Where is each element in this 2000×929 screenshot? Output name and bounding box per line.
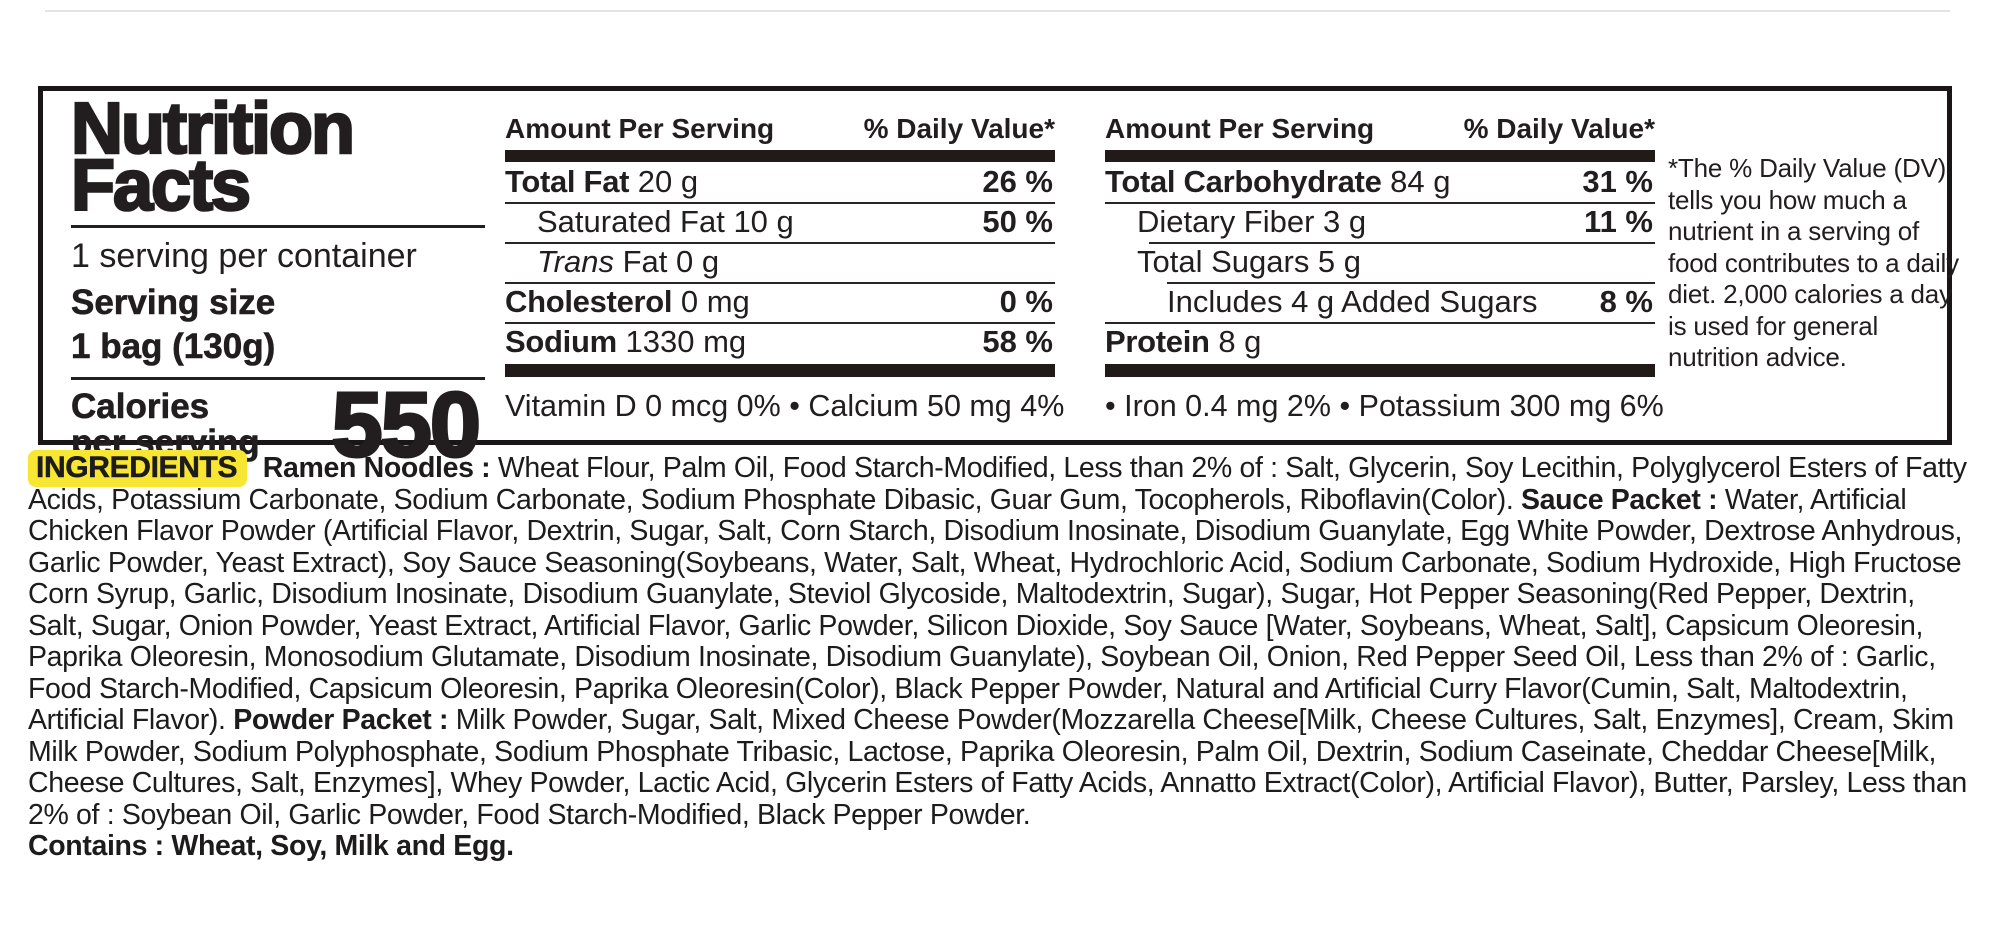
contains-statement: Contains : Wheat, Soy, Milk and Egg. (28, 830, 514, 862)
thick-bar (505, 364, 1055, 377)
nutrient-name: Cholesterol 0 mg (505, 284, 750, 319)
nutrient-row: Total Sugars 5 g (1105, 242, 1655, 282)
nutrient-column-fat-sodium: Amount Per Serving % Daily Value* Total … (505, 91, 1065, 440)
row-divider (505, 282, 1055, 284)
micronutrients-line: Vitamin D 0 mcg 0% • Calcium 50 mg 4% (505, 389, 1065, 423)
panel-title-line1: Nutrition (70, 89, 357, 169)
nutrient-name: Sodium 1330 mg (505, 324, 747, 359)
nutrient-row: Cholesterol 0 mg 0 % (505, 282, 1055, 322)
serving-size-value: 1 bag (130g) (71, 327, 276, 367)
nutrient-name: Total Carbohydrate 84 g (1105, 164, 1451, 199)
thick-bar (1105, 150, 1655, 162)
nutrient-name: Trans Fat 0 g (537, 244, 720, 279)
nutrient-row: Total Fat 20 g 26 % (505, 162, 1055, 202)
ingredients-heading: INGREDIENTS (28, 450, 248, 487)
nutrient-row: Sodium 1330 mg 58 % (505, 322, 1055, 362)
nutrient-daily-value: 31 % (1582, 164, 1653, 199)
nutrient-rows: Total Fat 20 g 26 % Saturated Fat 10 g 50 %… (505, 162, 1055, 362)
daily-value-footnote: *The % Daily Value (DV) tells you how mu… (1668, 153, 1959, 372)
row-divider (1149, 242, 1655, 244)
panel-title: Nutrition Facts (70, 89, 485, 226)
row-divider (1105, 202, 1655, 204)
calories-divider (71, 377, 485, 380)
nutrient-daily-value: 50 % (982, 204, 1053, 239)
nutrient-name: Protein 8 g (1105, 324, 1262, 359)
nutrient-row: Total Carbohydrate 84 g 31 % (1105, 162, 1655, 202)
label-top-edge-line (45, 10, 1950, 12)
thick-bar (505, 150, 1055, 162)
header-daily-value: % Daily Value* (1463, 113, 1655, 144)
row-divider (505, 322, 1055, 324)
ingredients-paragraph: INGREDIENTS Ramen Noodles : Wheat Flour,… (28, 450, 1976, 831)
nutrient-column-carb-protein: Amount Per Serving % Daily Value* Total … (1105, 91, 1664, 440)
panel-left-column: Nutrition Facts 1 serving per container … (70, 89, 485, 476)
row-divider (1167, 282, 1655, 284)
nutrient-daily-value: 11 % (1584, 204, 1653, 239)
panel-title-line2: Facts (70, 146, 253, 226)
nutrient-row: Includes 4 g Added Sugars 8 % (1105, 282, 1655, 322)
row-divider (505, 202, 1055, 204)
ingredients-text: Water, Artificial Chicken Flavor Powder … (28, 483, 1963, 736)
nutrient-row: Dietary Fiber 3 g 11 % (1105, 202, 1655, 242)
ingredients-text: Milk Powder, Sugar, Salt, Mixed Cheese P… (28, 704, 1967, 831)
micronutrients-line: • Iron 0.4 mg 2% • Potassium 300 mg 6% (1105, 389, 1664, 423)
nutrient-row: Saturated Fat 10 g 50 % (505, 202, 1055, 242)
nutrient-row: Protein 8 g (1105, 322, 1655, 362)
calories-value: 550 (330, 374, 482, 476)
title-divider (71, 225, 485, 228)
nutrient-daily-value: 26 % (982, 164, 1053, 199)
ingredients-section: INGREDIENTS Ramen Noodles : Wheat Flour,… (28, 450, 1976, 863)
servings-per-container: 1 serving per container (71, 237, 417, 275)
serving-size-label: Serving size (71, 283, 276, 323)
nutrient-name: Includes 4 g Added Sugars (1167, 284, 1538, 319)
column-header: Amount Per Serving % Daily Value* (505, 113, 1055, 145)
header-amount-per-serving: Amount Per Serving (505, 113, 775, 144)
nutrient-rows: Total Carbohydrate 84 g 31 % Dietary Fiber… (1105, 162, 1655, 362)
nutrition-facts-panel: Nutrition Facts 1 serving per container … (38, 86, 1959, 473)
column-header: Amount Per Serving % Daily Value* (1105, 113, 1655, 145)
row-divider (1105, 322, 1655, 324)
ingredients-subheading: Ramen Noodles : (255, 452, 498, 484)
nutrient-daily-value: 0 % (999, 284, 1053, 319)
nutrient-name: Total Fat 20 g (505, 164, 699, 199)
thick-bar (1105, 364, 1655, 377)
row-divider (505, 242, 1055, 244)
ingredients-subheading: Sauce Packet : (1520, 483, 1725, 516)
nutrient-name: Saturated Fat 10 g (537, 204, 794, 239)
header-amount-per-serving: Amount Per Serving (1105, 113, 1375, 144)
nutrient-name: Total Sugars 5 g (1137, 244, 1362, 279)
ingredients-text: Wheat Flour, Palm Oil, Food Starch-Modif… (28, 452, 1967, 516)
nutrient-daily-value: 58 % (982, 324, 1053, 359)
nutrient-name: Dietary Fiber 3 g (1137, 204, 1367, 239)
header-daily-value: % Daily Value* (863, 113, 1055, 144)
ingredients-subheading: Powder Packet : (233, 704, 456, 736)
nutrient-row: Trans Fat 0 g (505, 242, 1055, 282)
nutrient-daily-value: 8 % (1599, 284, 1653, 319)
